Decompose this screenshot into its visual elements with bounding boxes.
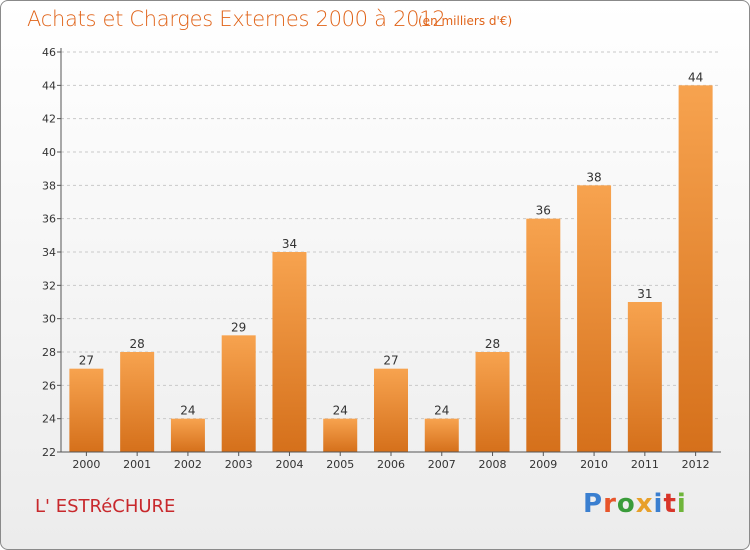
logo-letter: i [676,489,687,519]
y-tick-label: 38 [42,179,56,192]
y-tick-label: 32 [42,279,56,292]
data-label: 29 [231,320,246,334]
data-label: 24 [333,404,348,418]
axes [57,48,721,456]
x-tick-label: 2007 [428,458,456,471]
chart-title: Achats et Charges Externes 2000 à 2012 [27,7,446,31]
bar [323,418,358,452]
y-tick-label: 30 [42,313,56,326]
x-tick-label: 2009 [529,458,557,471]
commune-name: L' ESTRéCHURE [35,496,176,517]
y-tick-label: 36 [42,213,56,226]
x-tick-label: 2010 [580,458,608,471]
data-label: 28 [130,337,145,351]
y-tick-label: 26 [42,379,56,392]
data-label: 36 [536,204,551,218]
bar [221,335,256,452]
x-tick-label: 2006 [377,458,405,471]
bar [424,418,459,452]
bar [120,352,155,452]
bar [475,352,510,452]
labels: 22 24 26 28 30 32 34 36 38 40 42 44 46 27 2000 28 2001 24… [42,46,710,471]
bar [69,368,104,452]
logo-letter: x [635,489,654,519]
data-label: 27 [383,354,398,368]
data-label: 24 [180,404,195,418]
data-label: 34 [282,237,297,251]
bar [272,252,307,452]
bar [627,302,662,452]
y-tick-label: 44 [42,79,56,92]
y-tick-label: 28 [42,346,56,359]
x-tick-label: 2003 [225,458,253,471]
chart-unit: (en milliers d'€) [418,14,513,28]
proxiti-logo: Proxiti [583,489,687,519]
x-tick-label: 2005 [326,458,354,471]
logo-letter: i [653,489,664,519]
y-tick-label: 42 [42,113,56,126]
logo-letter: r [603,489,617,519]
x-tick-label: 2004 [275,458,303,471]
bar [170,418,205,452]
data-label: 27 [79,354,94,368]
y-tick-label: 46 [42,46,56,59]
x-tick-label: 2011 [631,458,659,471]
x-tick-label: 2012 [682,458,710,471]
logo-letter: o [616,489,636,519]
data-label: 24 [434,404,449,418]
bars [69,85,713,453]
logo-letter: P [583,489,604,519]
x-tick-label: 2008 [479,458,507,471]
x-tick-label: 2002 [174,458,202,471]
bar [678,85,713,452]
x-tick-label: 2000 [72,458,100,471]
y-tick-label: 24 [42,413,56,426]
bar [526,218,561,452]
y-tick-label: 34 [42,246,56,259]
data-label: 38 [586,170,601,184]
logo-letter: t [663,489,677,519]
bar [577,185,612,453]
y-tick-label: 40 [42,146,56,159]
data-label: 28 [485,337,500,351]
data-label: 44 [688,70,703,84]
data-label: 31 [637,287,652,301]
bar [374,368,408,452]
x-tick-label: 2001 [123,458,151,471]
y-tick-label: 22 [42,446,56,459]
